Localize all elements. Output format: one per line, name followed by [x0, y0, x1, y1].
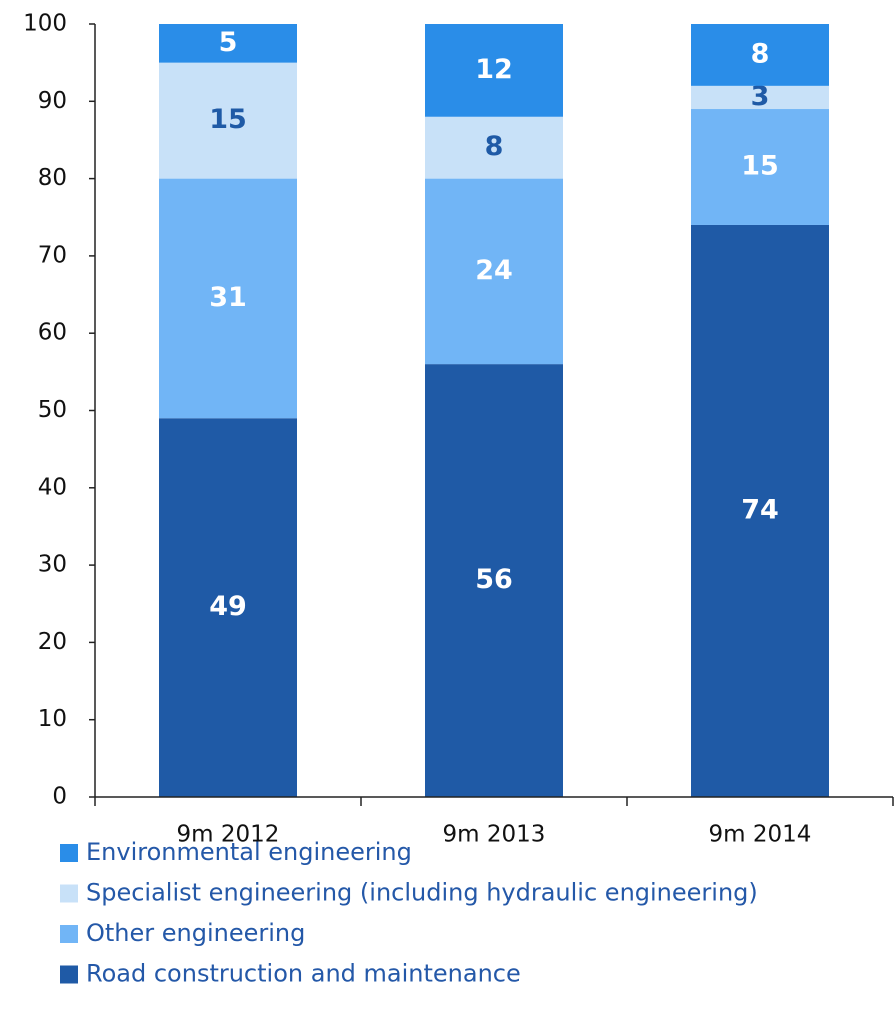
y-tick-label: 0 — [52, 784, 67, 810]
y-tick-label: 40 — [38, 474, 67, 500]
x-tick-label: 9m 2013 — [443, 822, 546, 848]
y-tick-label: 50 — [38, 397, 67, 423]
data-label: 8 — [485, 131, 504, 162]
bar-segment — [691, 85, 829, 110]
x-tick-label: 9m 2012 — [177, 822, 280, 848]
legend-swatch — [60, 884, 78, 903]
y-tick-label: 20 — [38, 629, 67, 655]
bar-segment — [691, 109, 829, 225]
legend-label: Environmental engineering — [86, 838, 412, 866]
bar-segment — [425, 178, 563, 365]
data-label: 8 — [751, 38, 770, 69]
data-label: 31 — [209, 282, 247, 313]
bar-segment — [425, 24, 563, 117]
bar-segment — [159, 418, 297, 797]
bar-segment — [159, 24, 297, 63]
bar-segment — [159, 178, 297, 419]
y-tick-label: 80 — [38, 165, 67, 191]
legend-swatch — [60, 965, 78, 984]
data-label: 49 — [209, 591, 247, 622]
x-tick-label: 9m 2014 — [709, 822, 812, 848]
y-tick-label: 100 — [23, 11, 67, 37]
y-tick-label: 90 — [38, 88, 67, 114]
y-tick-label: 10 — [38, 706, 67, 732]
legend-swatch — [60, 925, 78, 943]
data-label: 74 — [741, 494, 779, 525]
y-tick-label: 70 — [38, 242, 67, 268]
data-label: 12 — [475, 54, 513, 85]
legend-label: Road construction and maintenance — [86, 960, 521, 988]
data-label: 56 — [475, 564, 513, 595]
data-label: 5 — [219, 27, 238, 58]
legend-swatch — [60, 844, 78, 862]
bar-segment — [425, 116, 563, 179]
data-label: 15 — [209, 104, 247, 135]
bar-segment — [691, 24, 829, 86]
data-label: 3 — [751, 81, 770, 112]
bar-segment — [425, 364, 563, 797]
y-tick-label: 60 — [38, 320, 67, 346]
bar-segment — [159, 62, 297, 179]
bar-segment — [691, 224, 829, 798]
legend-label: Other engineering — [86, 919, 305, 947]
legend-label: Specialist engineering (including hydrau… — [86, 879, 758, 907]
y-tick-label: 30 — [38, 552, 67, 578]
data-label: 15 — [741, 151, 779, 182]
data-label: 24 — [475, 255, 513, 286]
